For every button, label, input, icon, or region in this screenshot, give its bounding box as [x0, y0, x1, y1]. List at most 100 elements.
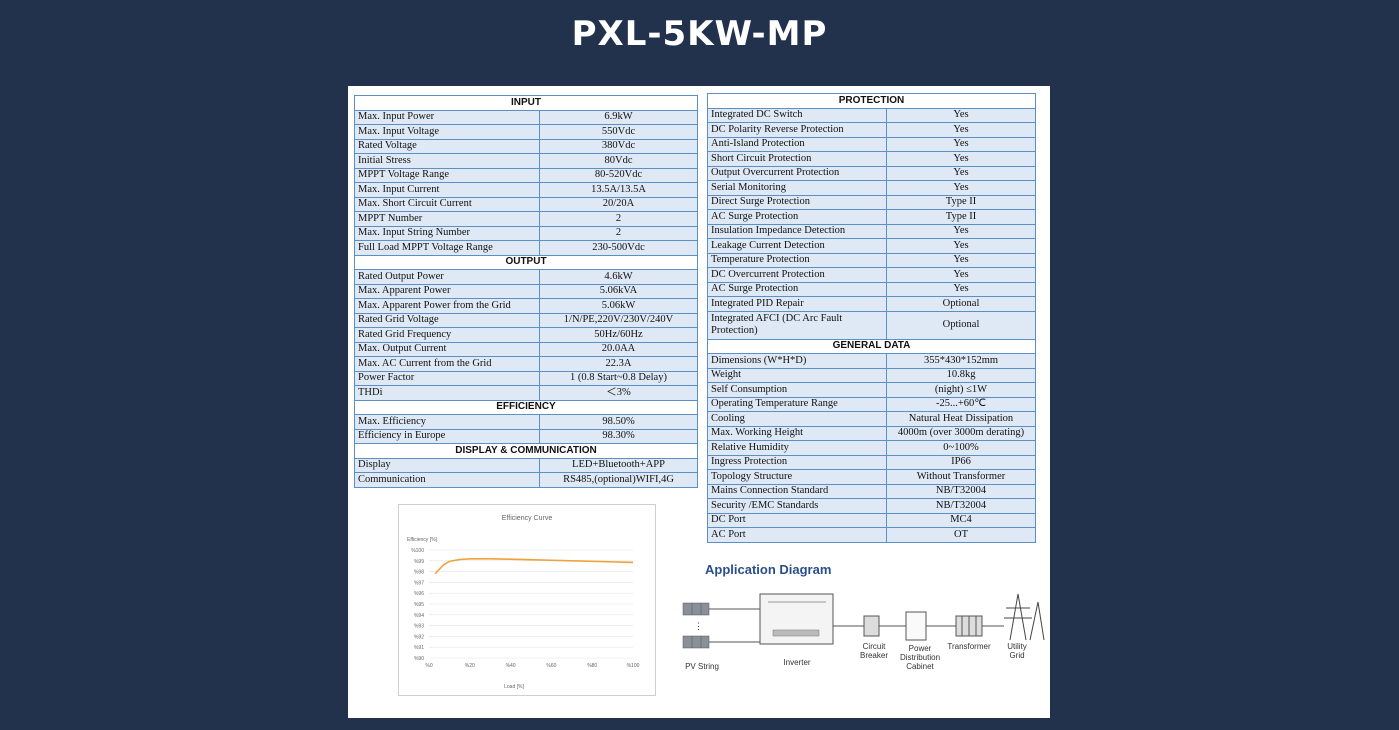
spec-value: 0~100%: [886, 440, 1036, 456]
spec-label: AC Surge Protection: [707, 209, 887, 225]
spec-table-right: PROTECTION Integrated DC Switch Yes DC Pola…: [707, 93, 1036, 543]
spec-label: Max. Apparent Power: [354, 283, 540, 299]
spec-row: Security /EMC Standards NB/T32004: [707, 498, 1036, 514]
x-tick-label: %40: [506, 663, 516, 669]
spec-value: 1/N/PE,220V/230V/240V: [539, 312, 698, 328]
spec-label: Rated Voltage: [354, 138, 540, 154]
spec-label: Max. Input Current: [354, 182, 540, 198]
spec-label: AC Surge Protection: [707, 281, 887, 297]
spec-row: Rated Grid Voltage 1/N/PE,220V/230V/240V: [354, 312, 698, 328]
spec-row: Ingress Protection IP66: [707, 454, 1036, 470]
spec-value: Yes: [886, 223, 1036, 239]
spec-value: 5.06kW: [539, 298, 698, 314]
utility-grid-icon: [1004, 593, 1045, 641]
spec-row: DC Port MC4: [707, 512, 1036, 528]
spec-row: Integrated AFCI (DC Arc Fault Protection…: [707, 310, 1036, 340]
spec-row: Operating Temperature Range -25...+60℃: [707, 396, 1036, 412]
spec-row: Max. Apparent Power 5.06kVA: [354, 283, 698, 299]
x-tick-label: %100: [627, 663, 640, 669]
spec-value: 355*430*152mm: [886, 353, 1036, 369]
section-header: GENERAL DATA: [707, 338, 1036, 354]
spec-value: NB/T32004: [886, 498, 1036, 514]
spec-row: Rated Grid Frequency 50Hz/60Hz: [354, 327, 698, 343]
spec-value: Yes: [886, 165, 1036, 181]
spec-label: AC Port: [707, 527, 887, 543]
datasheet: INPUT Max. Input Power 6.9kW Max. Input Vol…: [348, 86, 1050, 718]
spec-value: 230-500Vdc: [539, 240, 698, 256]
spec-row: Mains Connection Standard NB/T32004: [707, 483, 1036, 499]
section-header-row: INPUT: [354, 95, 698, 111]
section-header: EFFICIENCY: [354, 399, 698, 415]
pv-panel-icon: ⋮: [682, 602, 710, 649]
spec-label: MPPT Number: [354, 211, 540, 227]
pv-string-label: PV String: [685, 662, 719, 671]
spec-value: 380Vdc: [539, 138, 698, 154]
section-header-row: EFFICIENCY: [354, 399, 698, 415]
cabinet-label: Power Distribution Cabinet: [900, 644, 941, 671]
circuit-breaker-label: Circuit Breaker: [859, 642, 888, 660]
spec-label: Max. Short Circuit Current: [354, 196, 540, 212]
spec-value: 98.50%: [539, 414, 698, 430]
chart-title: Efficiency Curve: [502, 515, 553, 522]
spec-label: Full Load MPPT Voltage Range: [354, 240, 540, 256]
spec-label: DC Polarity Reverse Protection: [707, 122, 887, 138]
spec-label: Max. Input String Number: [354, 225, 540, 241]
y-tick-label: %90: [414, 656, 424, 662]
spec-row: Max. Working Height 4000m (over 3000m der…: [707, 425, 1036, 441]
transformer-icon: [955, 615, 983, 637]
x-tick-label: %0: [425, 663, 432, 669]
y-tick-label: %91: [414, 645, 424, 651]
spec-value: Yes: [886, 136, 1036, 152]
spec-label: Insulation Impedance Detection: [707, 223, 887, 239]
spec-row: Temperature Protection Yes: [707, 252, 1036, 268]
spec-value: 20.0AA: [539, 341, 698, 357]
spec-value: 1 (0.8 Start~0.8 Delay): [539, 370, 698, 386]
spec-value: NB/T32004: [886, 483, 1036, 499]
spec-value: 22.3A: [539, 356, 698, 372]
spec-value: Yes: [886, 107, 1036, 123]
spec-label: Integrated AFCI (DC Arc Fault Protection…: [707, 310, 887, 340]
inverter-icon: [759, 593, 834, 645]
spec-value: 6.9kW: [539, 109, 698, 125]
spec-label: Efficiency in Europe: [354, 428, 540, 444]
spec-value: 20/20A: [539, 196, 698, 212]
spec-label: Anti-Island Protection: [707, 136, 887, 152]
spec-value: Yes: [886, 252, 1036, 268]
spec-label: Max. Output Current: [354, 341, 540, 357]
y-tick-label: %100: [411, 548, 424, 554]
efficiency-line: [434, 558, 634, 575]
spec-row: DC Polarity Reverse Protection Yes: [707, 122, 1036, 138]
spec-label: Max. Input Power: [354, 109, 540, 125]
spec-label: Max. Input Voltage: [354, 124, 540, 140]
spec-row: Cooling Natural Heat Dissipation: [707, 411, 1036, 427]
section-header: PROTECTION: [707, 93, 1036, 109]
spec-value: Type II: [886, 194, 1036, 210]
spec-label: Max. Apparent Power from the Grid: [354, 298, 540, 314]
spec-row: DC Overcurrent Protection Yes: [707, 267, 1036, 283]
y-tick-label: %93: [414, 624, 424, 630]
section-header-row: OUTPUT: [354, 254, 698, 270]
spec-row: AC Port OT: [707, 527, 1036, 543]
spec-value: Yes: [886, 238, 1036, 254]
spec-row: AC Surge Protection Type II: [707, 209, 1036, 225]
spec-row: MPPT Voltage Range 80-520Vdc: [354, 167, 698, 183]
spec-label: Rated Grid Frequency: [354, 327, 540, 343]
transformer-label: Transformer: [947, 642, 991, 651]
spec-label: Ingress Protection: [707, 454, 887, 470]
efficiency-chart: Efficiency Curve Efficiency [%] Load [%] %1…: [398, 504, 656, 696]
spec-label: Rated Output Power: [354, 269, 540, 285]
inverter-label: Inverter: [783, 658, 811, 667]
spec-table-left: INPUT Max. Input Power 6.9kW Max. Input Vol…: [354, 95, 698, 488]
spec-value: 13.5A/13.5A: [539, 182, 698, 198]
spec-row: Output Overcurrent Protection Yes: [707, 165, 1036, 181]
spec-value: LED+Bluetooth+APP: [539, 457, 698, 473]
x-axis-label: Load [%]: [504, 684, 524, 690]
spec-value: 550Vdc: [539, 124, 698, 140]
spec-label: Operating Temperature Range: [707, 396, 887, 412]
spec-row: Power Factor 1 (0.8 Start~0.8 Delay): [354, 370, 698, 386]
spec-value: 50Hz/60Hz: [539, 327, 698, 343]
chart-canvas: Efficiency Curve Efficiency [%] Load [%] %1…: [407, 515, 640, 690]
page-title: PXL-5KW-MP: [571, 14, 828, 54]
spec-row: Direct Surge Protection Type II: [707, 194, 1036, 210]
spec-row: THDi ＜3%: [354, 385, 698, 401]
